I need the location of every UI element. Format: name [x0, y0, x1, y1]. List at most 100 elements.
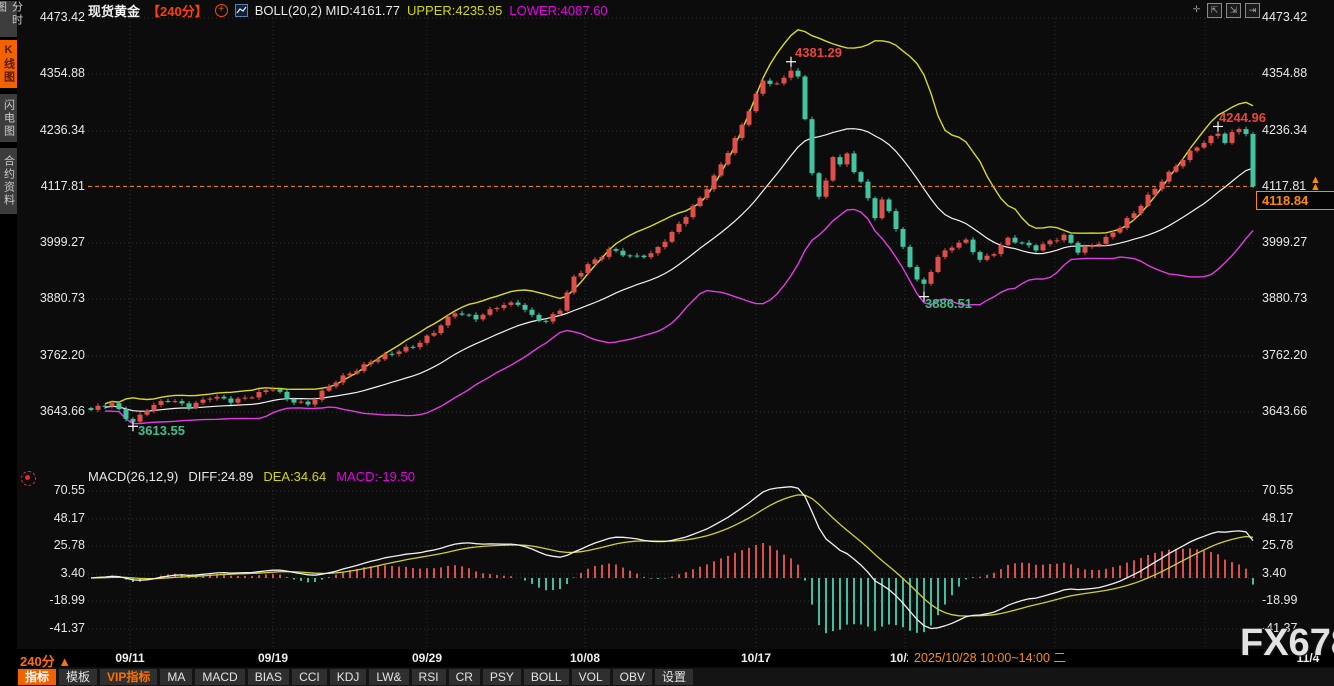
candle-body	[130, 418, 136, 422]
candle-body	[326, 386, 332, 391]
price-tick-left: 3762.20	[39, 348, 85, 362]
toolbar-button-OBV[interactable]: OBV	[612, 669, 652, 685]
candle-body	[207, 398, 213, 400]
toolbar-button-VOL[interactable]: VOL	[571, 669, 610, 685]
candle-body	[669, 231, 675, 242]
candle-body	[1215, 133, 1221, 136]
candle-body	[732, 137, 738, 153]
candle-body	[1201, 142, 1207, 148]
chart-type-sidebar: 分时图 K线图闪电图合约资料	[0, 0, 23, 686]
candle-body	[1068, 234, 1074, 243]
candle-body	[921, 279, 927, 284]
candle-body	[620, 250, 626, 256]
candle-body	[319, 390, 325, 400]
toolbar-button-BIAS[interactable]: BIAS	[247, 669, 290, 685]
candle-body	[529, 309, 535, 315]
candle-body	[1159, 181, 1165, 189]
candle-body	[634, 255, 640, 257]
candle-body	[711, 175, 717, 190]
toolbar-button-KDJ[interactable]: KDJ	[329, 669, 367, 685]
candle-body	[151, 404, 157, 411]
zoom-x-axis-icon[interactable]: ⇲	[1226, 3, 1241, 18]
macd-tick-left: 48.17	[53, 511, 85, 525]
crosshair-icon[interactable]: ✛	[1192, 4, 1201, 14]
candle-body	[473, 314, 479, 320]
sidebar-tab-分时图[interactable]: 分时图	[0, 1, 23, 37]
candle-body	[886, 199, 892, 212]
candle-body	[1222, 133, 1228, 143]
sidebar-tab-合约资料[interactable]: 合约资料	[0, 148, 17, 214]
current-price-box: 4118.84	[1256, 191, 1334, 210]
macd-tick-left: -18.99	[49, 593, 85, 607]
candle-body	[760, 80, 766, 94]
toolbar-button-BOLL[interactable]: BOLL	[523, 669, 569, 685]
candle-body	[522, 304, 528, 310]
toolbar-button-RSI[interactable]: RSI	[411, 669, 446, 685]
candle-body	[1236, 129, 1242, 133]
period-flag[interactable]: 240分 ▲	[20, 654, 72, 669]
candle-body	[872, 198, 878, 219]
candle-body	[347, 373, 353, 376]
price-tick-left: 4117.81	[40, 179, 85, 193]
candle-body	[865, 181, 871, 199]
candle-body	[312, 399, 318, 405]
candle-body	[270, 389, 276, 391]
candle-body	[809, 119, 815, 174]
record-dot-icon[interactable]	[21, 471, 36, 486]
candle-body	[403, 346, 409, 352]
toolbar-button-模板[interactable]: 模板	[59, 669, 98, 685]
candle-body	[1061, 234, 1067, 241]
macd-tick-right: 25.78	[1262, 538, 1294, 552]
candle-body	[508, 302, 514, 305]
candle-body	[1229, 132, 1235, 143]
window-tool-icons: ✛ ⇱ ⇲ ⇥	[1190, 3, 1260, 18]
date-label-10-17: 10/17	[740, 651, 772, 665]
macd-tick-right: -41.37	[1262, 621, 1298, 635]
candle-body	[858, 172, 864, 182]
candle-body	[277, 389, 283, 392]
date-label-10-08: 10/08	[569, 651, 601, 665]
toolbar-button-MA[interactable]: MA	[160, 669, 193, 685]
pan-right-icon[interactable]: ⇥	[1245, 3, 1260, 18]
candle-body	[1089, 245, 1095, 248]
price-tick-right: 3762.20	[1262, 348, 1308, 362]
candle-body	[221, 396, 227, 399]
toolbar-button-LW&[interactable]: LW&	[369, 669, 409, 685]
candle-body	[361, 364, 367, 371]
candle-body	[718, 164, 724, 176]
toolbar-button-CCI[interactable]: CCI	[292, 669, 327, 685]
candle-body	[578, 273, 584, 277]
toolbar-button-MACD[interactable]: MACD	[195, 669, 245, 685]
candle-body	[109, 403, 115, 407]
candle-body	[550, 314, 556, 322]
price-annotation: 3613.55	[138, 423, 185, 438]
candle-body	[739, 124, 745, 138]
macd-indicator-labels: MACD(26,12,9) DIFF:24.89 DEA:34.64 MACD:…	[88, 469, 415, 484]
candle-body	[193, 402, 199, 409]
price-tick-right: 3880.73	[1262, 291, 1308, 305]
candle-body	[354, 370, 360, 374]
candle-body	[235, 398, 241, 403]
toolbar-button-VIP指标[interactable]: VIP指标	[100, 669, 158, 685]
candle-body	[1194, 147, 1200, 151]
candle-body	[837, 157, 843, 165]
candle-body	[1166, 171, 1172, 182]
candle-body	[641, 255, 647, 258]
circled-plus-icon[interactable]: +	[214, 3, 228, 17]
price-tick-left: 3643.66	[39, 404, 85, 418]
candle-body	[781, 77, 787, 84]
candle-body	[627, 255, 633, 257]
candle-body	[704, 189, 710, 198]
zoom-y-axis-icon[interactable]: ⇱	[1207, 3, 1222, 18]
sidebar-tab-K线图[interactable]: K线图	[0, 40, 17, 88]
toolbar-button-设置[interactable]: 设置	[654, 669, 693, 685]
price-tick-right: 4236.34	[1262, 123, 1308, 137]
candle-body	[690, 206, 696, 218]
candle-body	[438, 325, 444, 334]
candle-body	[543, 320, 549, 322]
sidebar-tab-闪电图[interactable]: 闪电图	[0, 94, 17, 142]
toolbar-button-指标[interactable]: 指标	[18, 669, 57, 685]
toolbar-button-PSY[interactable]: PSY	[482, 669, 521, 685]
toolbar-button-CR[interactable]: CR	[448, 669, 480, 685]
